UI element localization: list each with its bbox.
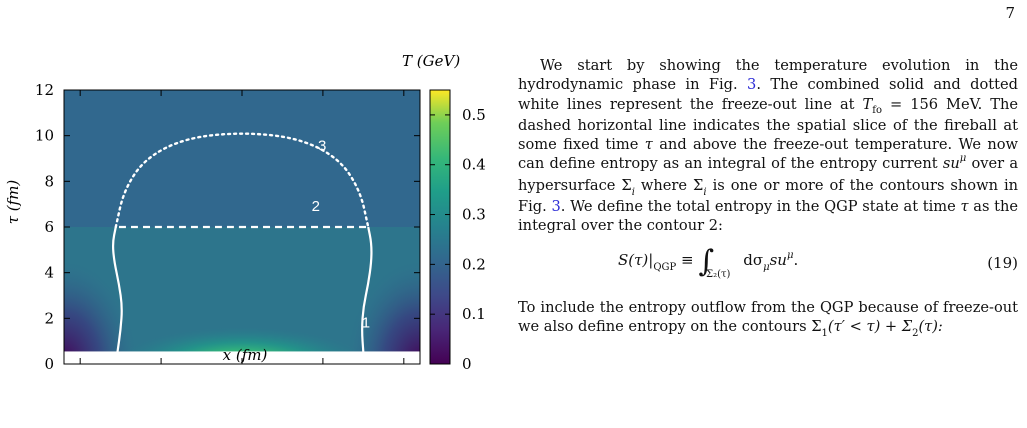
integral-sign: ∫ [698,243,715,279]
paragraph-2: To include the entropy outflow from the … [518,298,1018,339]
math-symbol: su [769,250,787,269]
math-expression: (τ): [918,317,943,335]
math-subscript: i [631,186,635,198]
heatmap [64,90,420,364]
colorbar-tick-label: 0.1 [462,305,486,323]
paragraph-1: We start by showing the temperature evol… [518,56,1018,236]
y-tick-label: 12 [35,81,54,99]
figure-reference-link[interactable]: 3 [747,76,757,94]
integral-domain: Σ₂(τ) [706,268,731,280]
text-span: To include the entropy outflow from the … [518,298,1018,335]
text-span: = 156 MeV. The dashed horizontal line in… [518,95,1018,154]
text-span: and above the freeze-out temperature. We… [518,136,1018,173]
heatmap-blank-strip [64,351,420,364]
math-subscript: 2 [912,327,919,339]
equation-body: S(τ)|QGP ≡ ∫Σ₂(τ) dσμsuμ. [618,246,799,280]
colorbar-tick-label: 0.4 [462,156,486,174]
math-punctuation: . [793,250,799,269]
panel-label: 0-10% PbPb [74,71,158,88]
text-span: . We define the total entropy in the QGP… [560,198,956,216]
contour-dotted-4 [114,132,370,229]
math-subscript: μ [763,261,770,273]
colorbar [429,89,451,365]
math-subscript: QGP [653,261,677,273]
text-span: over a hypersurface [518,155,1019,194]
math-superscript: μ [786,249,794,261]
math-subscript: 1 [821,327,828,339]
colorbar-tick-label: 0.3 [462,206,486,224]
y-tick-label: 6 [44,218,54,236]
math-symbol: τ [960,198,969,216]
x-axis: −10−50510 [79,90,405,364]
math-expression: (τ′ < τ) + Σ [827,317,913,335]
contour-solid-1 [111,226,123,353]
math-symbol: τ [644,136,653,154]
math-superscript: μ [959,153,967,165]
math-symbol: dσ [743,250,764,269]
equation-19: S(τ)|QGP ≡ ∫Σ₂(τ) dσμsuμ. (19) [518,240,1018,290]
text-span: is one or more of the contours shown in … [518,176,1019,216]
y-tick-label: 0 [44,355,54,370]
math-symbol: Σ [693,176,704,194]
text-span: as the integral over the contour 2: [518,198,1019,235]
math-symbol: T [862,95,873,113]
body-text: We start by showing the temperature evol… [518,56,1018,339]
math-operator: ≡ [681,250,694,269]
math-symbol: S(τ)| [618,250,654,269]
colorbar-label: T (GeV) [402,52,460,70]
x-axis-label: x (fm) [223,346,268,364]
page-number: 7 [1005,4,1015,22]
colorbar-tick-label: 0.2 [462,255,486,273]
y-axis-label: τ (fm) [4,180,22,225]
contour-solid-2 [361,226,373,353]
math-symbol: su [942,155,960,173]
y-tick-label: 4 [44,264,54,282]
contour-label-1: 1 [362,314,370,331]
figure-reference-link[interactable]: 3 [551,198,561,216]
equation-number: (19) [987,253,1018,272]
colorbar-tick-label: 0 [462,355,472,370]
text-span: . The combined solid and dotted white li… [518,76,1018,113]
math-symbol: Σ [621,176,632,194]
y-tick-label: 8 [44,172,54,190]
math-subscript: fo [872,104,883,116]
freeze-out-contours: 1 2 3 [111,132,373,353]
y-tick-label: 2 [44,309,54,327]
math-symbol: Σ [811,317,822,335]
text-span: where [640,176,688,194]
y-tick-label: 10 [35,127,54,145]
contour-label-3: 3 [318,138,326,155]
colorbar-tick-label: 0.5 [462,106,486,124]
text-span: We start by showing the temperature evol… [518,57,1018,94]
math-subscript: i [703,186,707,198]
colorbar-ticks: 0 0.1 0.2 0.3 0.4 0.5 [430,106,486,370]
contour-label-2: 2 [312,198,320,215]
